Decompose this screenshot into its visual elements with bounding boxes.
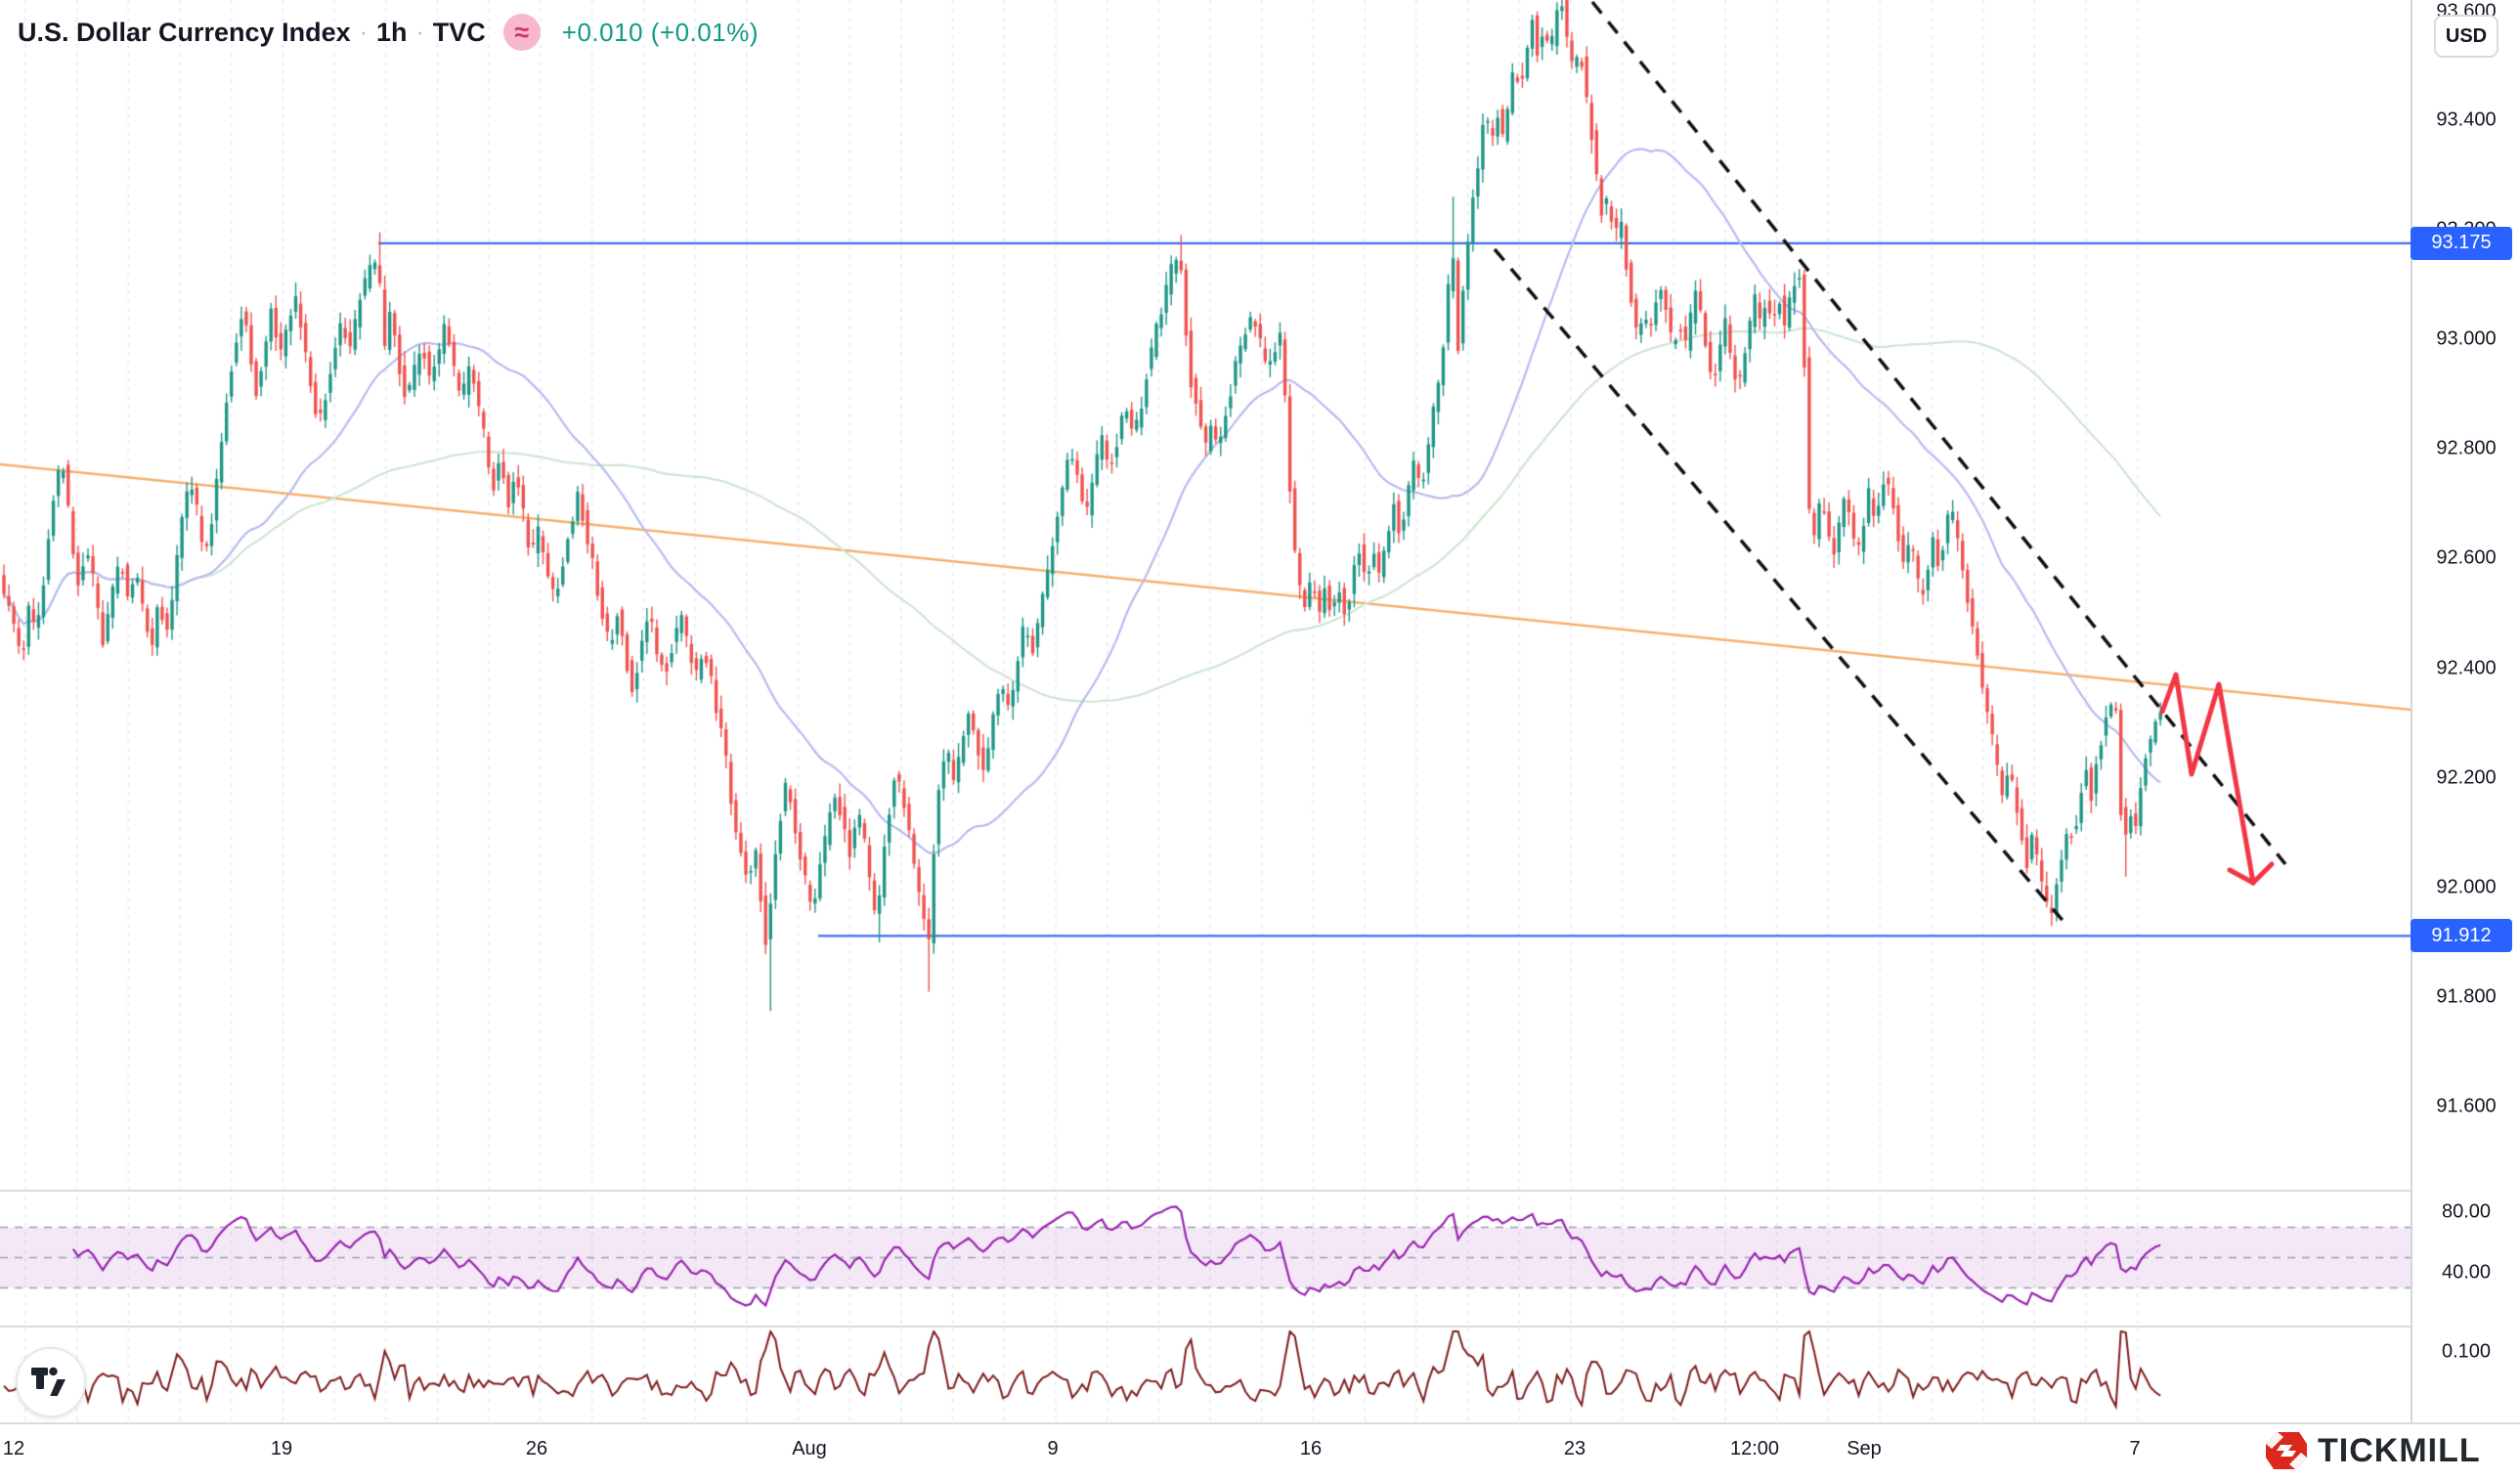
symbol-legend[interactable]: U.S. Dollar Currency Index · 1h · TVC ≈ … (18, 14, 759, 51)
price-axis[interactable]: 93.60093.40093.20093.00092.80092.60092.4… (2411, 0, 2520, 1422)
price-axis-label: 92.000 (2436, 876, 2497, 898)
symbol-title[interactable]: U.S. Dollar Currency Index (18, 17, 351, 47)
time-axis-label: 12 (2, 1438, 25, 1459)
price-axis-label: 92.800 (2436, 437, 2497, 459)
time-axis-label: 23 (1563, 1438, 1586, 1459)
pane-separator-rsi-atr[interactable] (0, 1326, 2520, 1328)
time-axis-label: Aug (792, 1438, 827, 1459)
price-axis-label: 91.800 (2436, 985, 2497, 1008)
rsi-axis-label: 40.00 (2441, 1261, 2492, 1284)
price-level-badge: 93.175 (2411, 226, 2512, 260)
currency-button[interactable]: USD (2434, 15, 2498, 58)
tickmill-logo-icon (2266, 1432, 2307, 1469)
time-axis-label: 19 (270, 1438, 293, 1459)
price-axis-label: 91.600 (2436, 1095, 2497, 1117)
time-axis-label: Sep (1847, 1438, 1882, 1459)
tickmill-logo-text: TICKMILL (2318, 1431, 2481, 1469)
interval-label[interactable]: 1h (375, 17, 408, 47)
pane-separator-main-rsi[interactable] (0, 1190, 2520, 1192)
time-axis-border (0, 1422, 2520, 1424)
price-change-label: +0.010 (+0.01%) (561, 17, 759, 47)
time-axis-label: 7 (2129, 1438, 2141, 1459)
price-axis-label: 93.400 (2436, 109, 2497, 131)
price-chart-canvas[interactable] (0, 0, 2411, 1422)
time-axis-label: 26 (525, 1438, 548, 1459)
market-status-icon[interactable]: ≈ (502, 14, 541, 51)
price-axis-label: 92.400 (2436, 657, 2497, 679)
exchange-label[interactable]: TVC (432, 17, 486, 47)
time-axis-label: 16 (1299, 1438, 1323, 1459)
tickmill-logo: TICKMILL (2264, 1428, 2481, 1473)
time-axis-label: 9 (1047, 1438, 1059, 1459)
atr-axis-label: 0.100 (2441, 1340, 2492, 1363)
price-level-badge: 91.912 (2411, 919, 2512, 953)
price-axis-label: 92.600 (2436, 546, 2497, 569)
legend-separator: · (359, 18, 368, 46)
legend-separator: · (415, 18, 424, 46)
price-axis-label: 92.200 (2436, 766, 2497, 789)
rsi-axis-label: 80.00 (2441, 1200, 2492, 1223)
time-axis[interactable]: 12 19 26 Aug 9 16 23 12:00 Sep 7 (0, 1424, 2520, 1480)
time-axis-label: 12:00 (1729, 1438, 1780, 1459)
tradingview-logo-icon[interactable] (16, 1347, 86, 1417)
price-axis-label: 93.000 (2436, 327, 2497, 350)
